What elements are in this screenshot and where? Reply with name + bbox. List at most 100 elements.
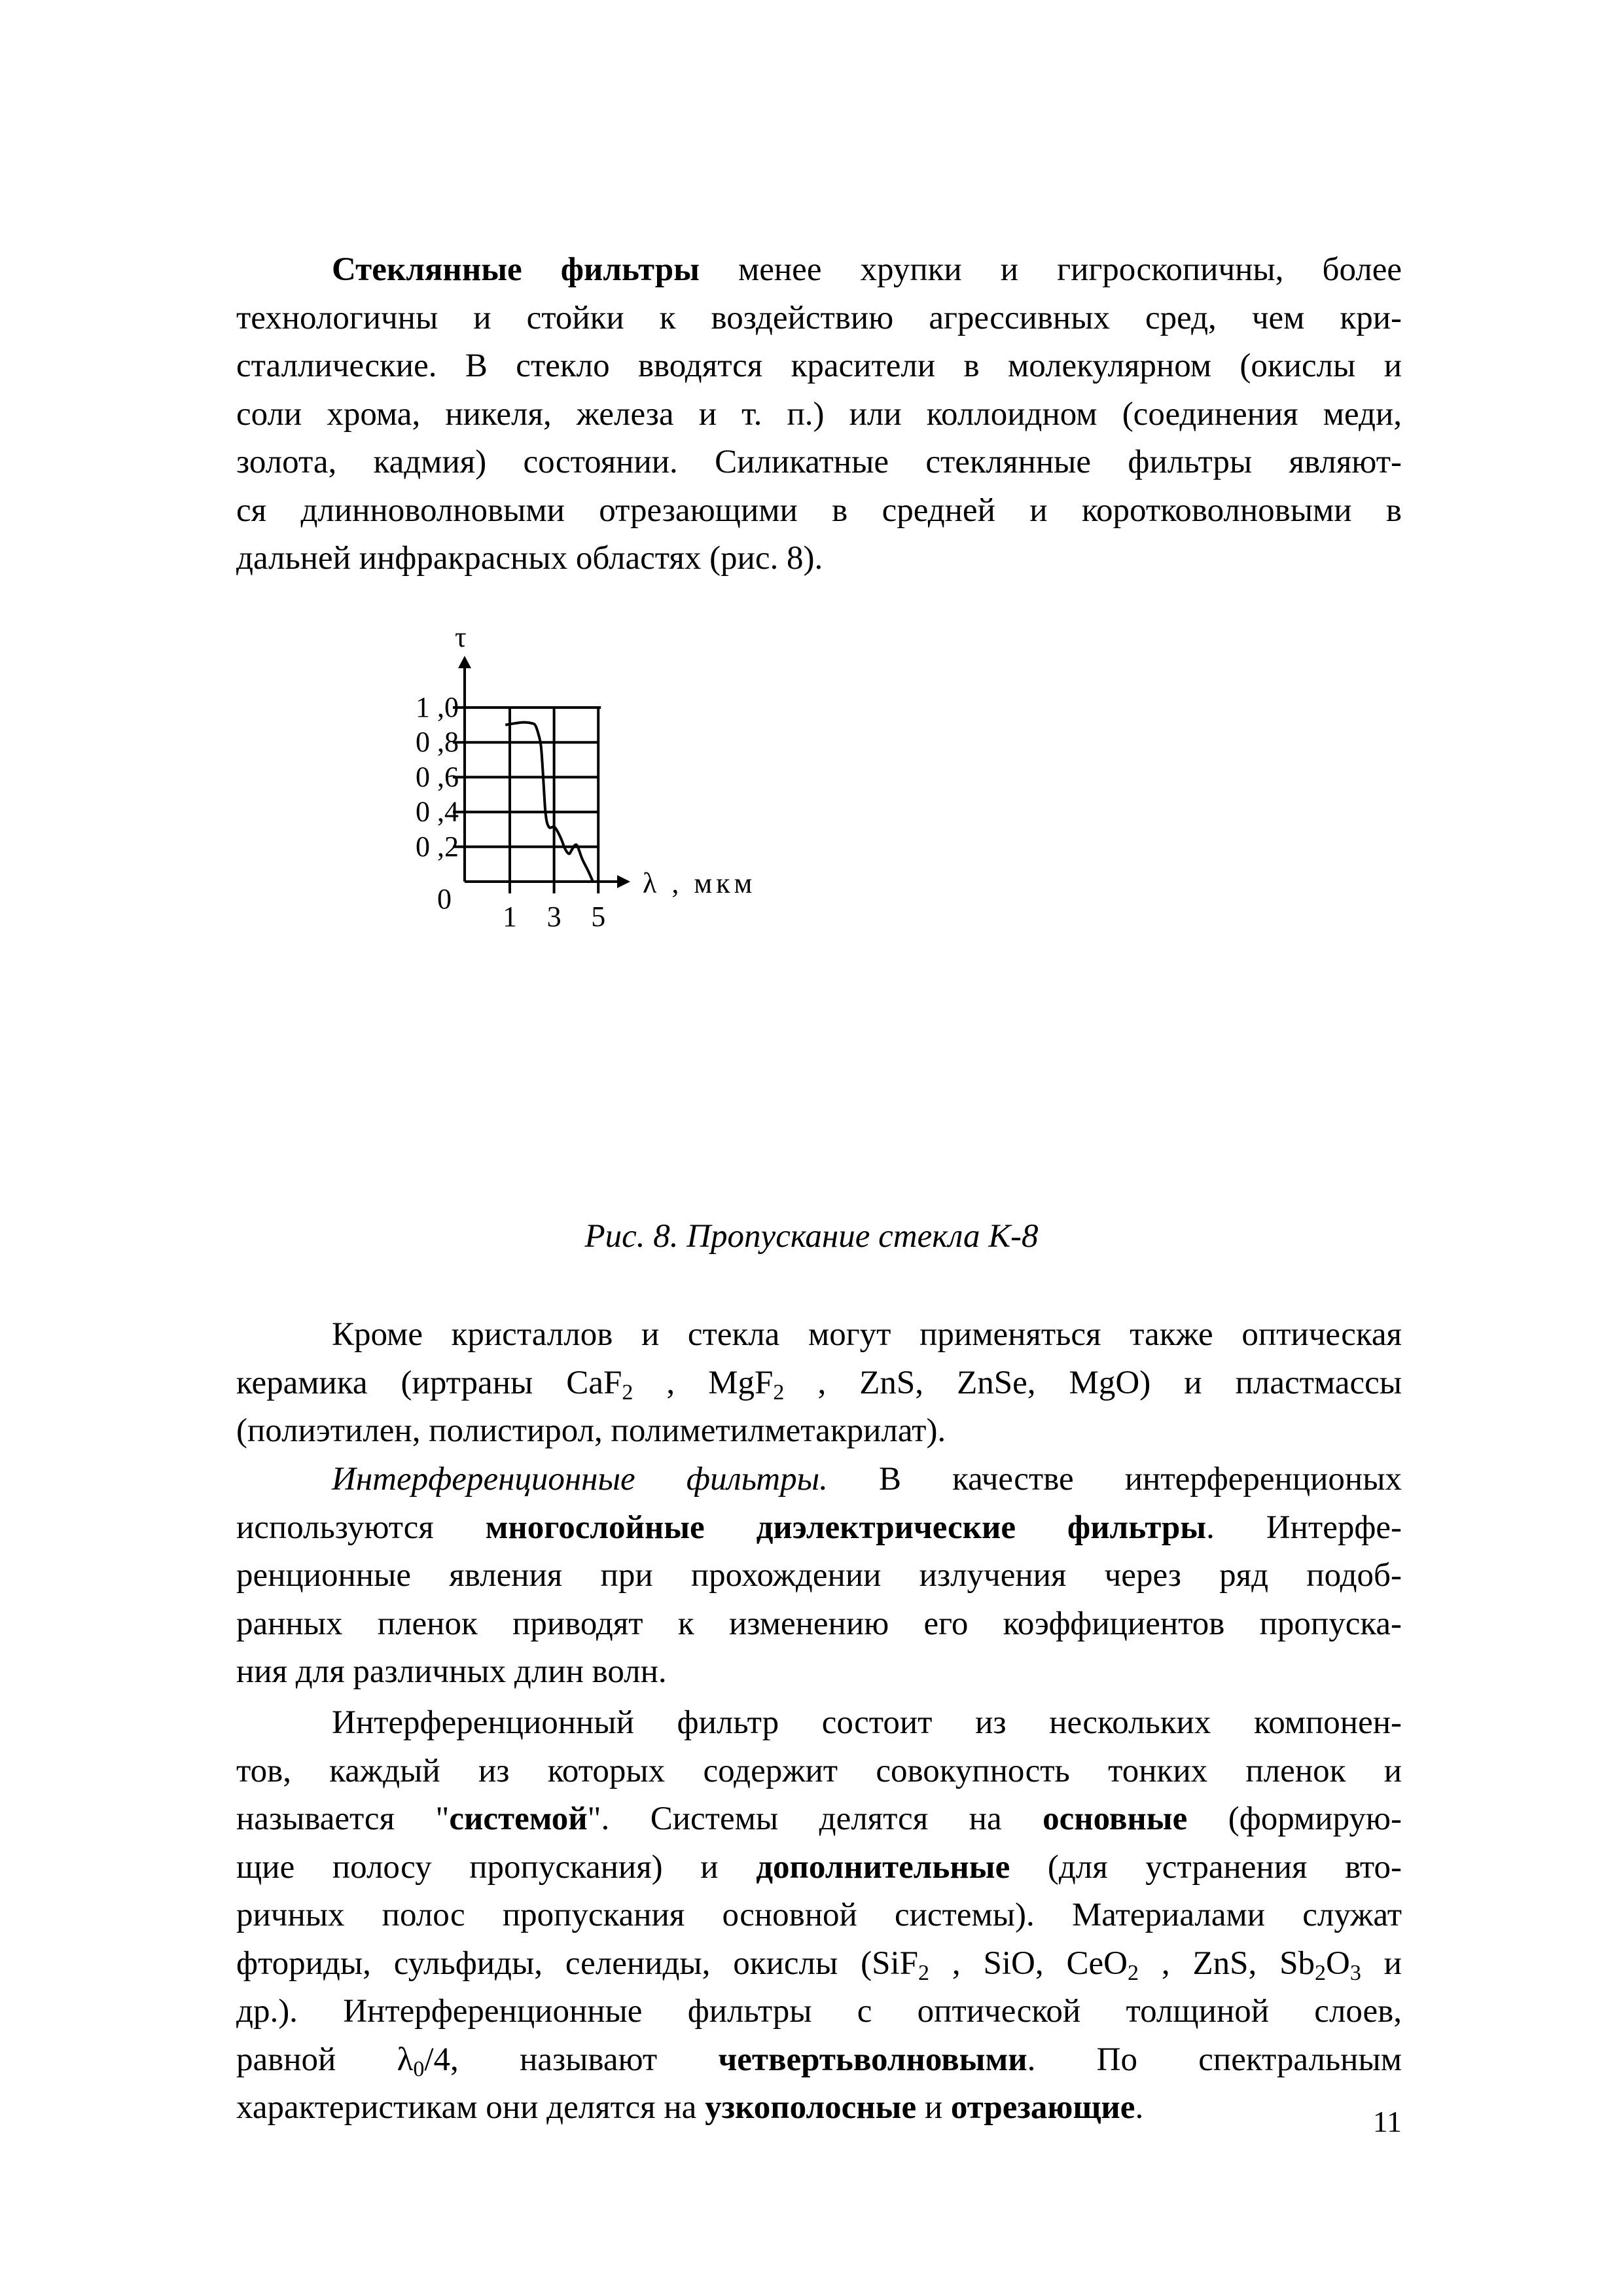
- text-segment: , ZnS, Sb: [1138, 1945, 1315, 1982]
- text-line: ренционные явления при прохождении излуч…: [236, 1552, 1402, 1600]
- y-tick-label: 1 ,0: [416, 691, 459, 723]
- text-line: ния для различных длин волн.: [236, 1648, 1402, 1696]
- text-segment: ренционные явления при прохождении излуч…: [236, 1557, 1402, 1594]
- bold-term: четвертьволновыми: [718, 2041, 1027, 2078]
- text-line: характеристикам они делятся на узкополос…: [236, 2084, 1402, 2132]
- bold-term: системой: [449, 1801, 588, 1837]
- text-segment: ричных полос пропускания основной систем…: [236, 1897, 1402, 1933]
- paragraph: Интерференционный фильтр состоит из неск…: [236, 1699, 1402, 2132]
- text-line: керамика (иртраны CaF2 , MgF2 , ZnS, ZnS…: [236, 1359, 1402, 1408]
- text-segment: . По спектральным: [1027, 2041, 1402, 2078]
- subscript: 2: [622, 1380, 633, 1405]
- text-segment: , MgF: [633, 1364, 774, 1401]
- text-segment: сталлические. В стекло вводятся красител…: [236, 348, 1402, 384]
- y-tick-label: 0 ,8: [416, 726, 459, 758]
- text-segment: равной λ: [236, 2041, 414, 2078]
- text-segment: ния для различных длин волн.: [236, 1653, 667, 1690]
- subscript: 2: [1314, 1960, 1326, 1985]
- subscript: 2: [773, 1380, 785, 1405]
- subscript: 2: [1127, 1960, 1139, 1985]
- text-segment: используются: [236, 1509, 486, 1546]
- x-axis-arrow-icon: [617, 875, 630, 888]
- text-line: фториды, сульфиды, селениды, окислы (SiF…: [236, 1940, 1402, 1988]
- text-segment: .: [1135, 2089, 1144, 2126]
- text-segment: дальней инфракрасных областях (рис. 8).: [236, 540, 823, 577]
- text-line: Стеклянные фильтры менее хрупки и гигрос…: [236, 246, 1402, 295]
- text-segment: ". Системы делятся на: [587, 1801, 1043, 1837]
- text-line: дальней инфракрасных областях (рис. 8).: [236, 535, 1402, 583]
- y-tick-label: 0 ,2: [416, 831, 459, 863]
- x-axis-label: λ , мкм: [643, 867, 756, 899]
- chart-labels: 1 ,00 ,80 ,60 ,40 ,2 1 3 5 τ λ , мкм 0: [416, 621, 756, 933]
- bold-term: узкополосные: [705, 2089, 917, 2126]
- bold-term: основные: [1043, 1801, 1188, 1837]
- text-line: технологичны и стойки к воздействию агре…: [236, 295, 1402, 343]
- text-line: тов, каждый из которых содержит совокупн…: [236, 1748, 1402, 1796]
- text-line: Интерференционные фильтры. В качестве ин…: [236, 1456, 1402, 1504]
- text-line: золота, кадмия) состоянии. Силикатные ст…: [236, 439, 1402, 487]
- text-segment: щие полосу пропускания) и: [236, 1848, 757, 1886]
- subscript: 0: [413, 2056, 425, 2081]
- y-axis-arrow-icon: [458, 656, 471, 668]
- text-segment: ранных пленок приводят к изменению его к…: [236, 1605, 1402, 1642]
- text-segment: Интерференционный фильтр состоит из неск…: [332, 1704, 1402, 1741]
- text-line: щие полосу пропускания) и дополнительные…: [236, 1844, 1402, 1892]
- text-segment: менее хрупки и гигроскопичны, более: [699, 251, 1402, 288]
- text-segment: O: [1325, 1945, 1350, 1982]
- figure-caption: Рис. 8. Пропускание стекла К-8: [584, 1218, 1039, 1255]
- text-line: используются многослойные диэлектрически…: [236, 1504, 1402, 1552]
- x-tick-label: 5: [591, 901, 605, 933]
- text-line: ричных полос пропускания основной систем…: [236, 1892, 1402, 1940]
- text-segment: , ZnS, ZnSe, MgO) и пластмассы: [784, 1364, 1402, 1401]
- transmission-chart: 1 ,00 ,80 ,60 ,40 ,2 1 3 5 τ λ , мкм 0: [416, 621, 756, 933]
- text-segment: . Интерфе-: [1206, 1509, 1402, 1546]
- text-segment: В качестве интерференционых: [827, 1461, 1402, 1498]
- text-line: ся длинноволновыми отрезающими в средней…: [236, 487, 1402, 535]
- paragraph: Кроме кристаллов и стекла могут применят…: [236, 1311, 1402, 1456]
- chart-axes: [458, 656, 630, 888]
- text-line: (полиэтилен, полистирол, полиметилметакр…: [236, 1407, 1402, 1456]
- text-line: Кроме кристаллов и стекла могут применят…: [236, 1311, 1402, 1359]
- x-tick-label: 3: [547, 901, 562, 933]
- page-number: 11: [1372, 2105, 1402, 2138]
- text-segment: технологичны и стойки к воздействию агре…: [236, 299, 1402, 336]
- text-segment: (для устранения вто-: [1010, 1848, 1402, 1886]
- subscript: 2: [918, 1960, 929, 1985]
- subscript: 3: [1349, 1960, 1361, 1985]
- bold-term: дополнительные: [756, 1848, 1010, 1886]
- text-segment: тов, каждый из которых содержит совокупн…: [236, 1752, 1402, 1789]
- text-segment: др.). Интерференционные фильтры с оптиче…: [236, 1993, 1402, 2030]
- y-tick-label: 0 ,6: [416, 761, 459, 793]
- bold-term: Стеклянные фильтры: [332, 251, 700, 288]
- text-segment: Кроме кристаллов и стекла могут применят…: [332, 1316, 1402, 1353]
- paragraph: Интерференционные фильтры. В качестве ин…: [236, 1456, 1402, 1696]
- italic-term: Интерференционные фильтры.: [332, 1461, 828, 1498]
- text-segment: характеристикам они делятся на: [236, 2089, 705, 2126]
- text-line: сталлические. В стекло вводятся красител…: [236, 342, 1402, 391]
- chart-grid: [453, 706, 601, 893]
- text-segment: называется ": [236, 1801, 450, 1837]
- text-segment: ся длинноволновыми отрезающими в средней…: [236, 492, 1402, 529]
- text-segment: (формирую-: [1187, 1801, 1402, 1837]
- text-line: ранных пленок приводят к изменению его к…: [236, 1600, 1402, 1649]
- bold-term: отрезающие: [950, 2089, 1135, 2126]
- y-axis-label: τ: [455, 621, 467, 653]
- y-tick-label: 0 ,4: [416, 796, 459, 828]
- text-segment: керамика (иртраны CaF: [236, 1364, 622, 1401]
- text-line: соли хрома, никеля, железа и т. п.) или …: [236, 391, 1402, 439]
- text-segment: , SiO, CeO: [929, 1945, 1128, 1982]
- text-segment: соли хрома, никеля, железа и т. п.) или …: [236, 395, 1402, 433]
- transmission-curve: [505, 721, 594, 882]
- text-segment: /4, называют: [424, 2041, 719, 2078]
- text-line: др.). Интерференционные фильтры с оптиче…: [236, 1988, 1402, 2036]
- origin-label: 0: [437, 883, 452, 915]
- text-line: Интерференционный фильтр состоит из неск…: [236, 1699, 1402, 1748]
- paragraph: Стеклянные фильтры менее хрупки и гигрос…: [236, 246, 1402, 583]
- text-segment: (полиэтилен, полистирол, полиметилметакр…: [236, 1412, 946, 1449]
- text-segment: и: [1361, 1945, 1402, 1982]
- text-line: называется "системой". Системы делятся н…: [236, 1795, 1402, 1844]
- bold-term: многослойные диэлектрические фильтры: [485, 1509, 1207, 1546]
- x-tick-label: 1: [503, 901, 517, 933]
- text-segment: и: [916, 2089, 951, 2126]
- text-line: равной λ0/4, называют четвертьволновыми.…: [236, 2036, 1402, 2085]
